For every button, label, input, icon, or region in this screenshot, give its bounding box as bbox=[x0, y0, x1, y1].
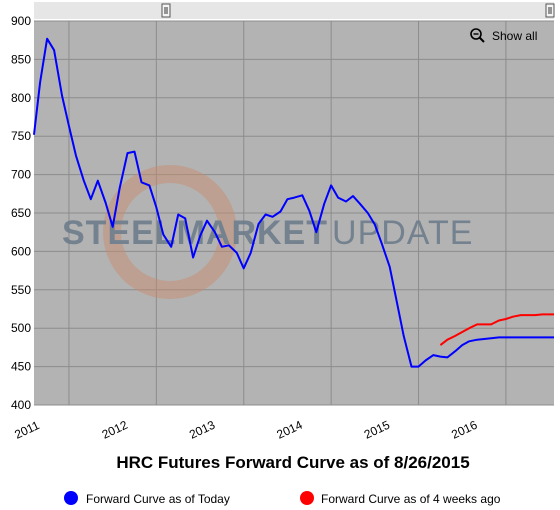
watermark-update: UPDATE bbox=[332, 214, 473, 252]
legend: Forward Curve as of Today Forward Curve … bbox=[64, 491, 501, 506]
watermark-ring bbox=[103, 165, 237, 299]
zoom-out-icon bbox=[470, 28, 482, 40]
y-tick-label: 800 bbox=[11, 91, 31, 105]
y-axis: 400 450 500 550 600 650 700 750 800 850 900 bbox=[11, 14, 31, 412]
x-tick-label: 2016 bbox=[449, 418, 479, 442]
show-all-button[interactable]: Show all bbox=[470, 28, 537, 43]
x-tick-label: 2013 bbox=[187, 418, 217, 442]
y-tick-label: 400 bbox=[11, 398, 31, 412]
y-tick-label: 600 bbox=[11, 244, 31, 258]
navigator-right-handle[interactable] bbox=[545, 3, 555, 18]
legend-label-4weeks: Forward Curve as of 4 weeks ago bbox=[321, 492, 501, 506]
chart-title: HRC Futures Forward Curve as of 8/26/201… bbox=[116, 453, 469, 472]
legend-marker-4weeks bbox=[300, 491, 314, 505]
series-line-0[interactable] bbox=[33, 37, 554, 368]
x-tick-label: 2014 bbox=[274, 418, 304, 442]
y-tick-label: 850 bbox=[11, 52, 31, 66]
series-line-1[interactable] bbox=[439, 313, 554, 346]
y-tick-label: 500 bbox=[11, 321, 31, 335]
y-tick-label: 750 bbox=[11, 129, 31, 143]
x-tick-label: 2012 bbox=[100, 418, 130, 442]
navigator-left-handle[interactable] bbox=[161, 3, 171, 18]
y-tick-label: 900 bbox=[11, 14, 31, 28]
show-all-label: Show all bbox=[492, 29, 537, 43]
range-navigator[interactable] bbox=[34, 2, 554, 19]
legend-item-4weeks[interactable]: Forward Curve as of 4 weeks ago bbox=[300, 491, 501, 506]
watermark-steel: STEEL bbox=[62, 214, 177, 252]
x-axis: 2011 2012 2013 2014 2015 2016 bbox=[12, 418, 479, 442]
x-tick-label: 2011 bbox=[12, 418, 42, 442]
y-tick-label: 450 bbox=[11, 360, 31, 374]
y-tick-label: 650 bbox=[11, 206, 31, 220]
grid-lines bbox=[34, 20, 554, 406]
legend-label-today: Forward Curve as of Today bbox=[86, 492, 230, 506]
series-layer bbox=[33, 37, 554, 368]
legend-marker-today bbox=[64, 491, 78, 505]
legend-item-today[interactable]: Forward Curve as of Today bbox=[64, 491, 230, 506]
y-tick-label: 550 bbox=[11, 283, 31, 297]
x-tick-label: 2015 bbox=[362, 418, 392, 442]
y-tick-label: 700 bbox=[11, 168, 31, 182]
